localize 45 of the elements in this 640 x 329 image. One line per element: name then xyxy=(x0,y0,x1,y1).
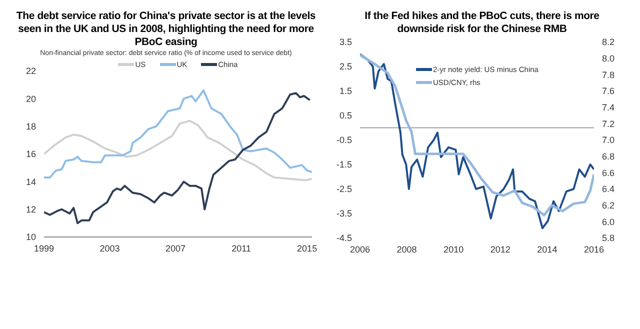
y-tick-label: -0.5 xyxy=(336,135,352,146)
y2-tick-label: 6.4 xyxy=(602,184,615,194)
y-tick-label: 12 xyxy=(26,204,36,215)
y-tick-label: 20 xyxy=(26,94,36,104)
x-tick-label: 2006 xyxy=(350,244,370,254)
x-tick-label: 2007 xyxy=(166,243,186,254)
y2-tick-label: 7.4 xyxy=(602,102,615,113)
line-series xyxy=(44,92,311,224)
line-series xyxy=(44,89,312,179)
y-tick-label: 22 xyxy=(26,66,36,76)
y-tick-label: 18 xyxy=(26,122,36,132)
y-tick-label: -2.5 xyxy=(336,184,352,194)
x-tick-label: 2016 xyxy=(584,244,604,254)
x-tick-label: 2003 xyxy=(100,243,120,254)
y2-tick-label: 7.2 xyxy=(602,118,615,129)
x-tick-label: 2015 xyxy=(297,243,318,254)
y2-tick-label: 6.2 xyxy=(602,200,615,211)
y2-tick-label: 6.6 xyxy=(602,168,615,178)
y2-tick-label: 6.8 xyxy=(602,152,615,162)
y-tick-label: 10 xyxy=(26,232,36,242)
chart-title: If the Fed hikes and the PBoC cuts, there is more downside risk for the Chinese RMB xyxy=(364,9,600,36)
y-tick-label: 1.5 xyxy=(339,86,352,96)
y2-tick-label: 5.8 xyxy=(602,233,615,244)
y-tick-label: 14 xyxy=(26,176,36,187)
line-series xyxy=(44,120,312,182)
y2-tick-label: 7.8 xyxy=(602,70,615,80)
x-tick-label: 2011 xyxy=(232,243,251,254)
y-tick-label: 0.5 xyxy=(339,110,352,121)
y2-tick-label: 8.2 xyxy=(602,37,615,48)
y-tick-label: -3.5 xyxy=(336,208,352,219)
y-tick-label: 3.5 xyxy=(339,37,352,48)
y-tick-label: -1.5 xyxy=(336,160,352,170)
y-tick-label: -4.5 xyxy=(336,233,352,244)
y-tick-label: 2.5 xyxy=(339,62,352,72)
x-tick-label: 2010 xyxy=(444,244,464,254)
y2-tick-label: 7.0 xyxy=(602,135,615,146)
x-tick-label: 2012 xyxy=(490,244,510,254)
y2-tick-label: 6.0 xyxy=(602,216,615,227)
x-tick-label: 1999 xyxy=(34,243,54,254)
chart-title: The debt service ratio for China's private sector is at the levels seen in the UK and US in 2008, highlighting the need for more PBoC easing xyxy=(15,9,317,49)
x-tick-label: 2014 xyxy=(537,244,558,254)
y-tick-label: 16 xyxy=(26,149,36,160)
x-tick-label: 2008 xyxy=(396,244,417,254)
y2-tick-label: 7.6 xyxy=(602,86,615,96)
y2-tick-label: 8.0 xyxy=(602,54,615,64)
